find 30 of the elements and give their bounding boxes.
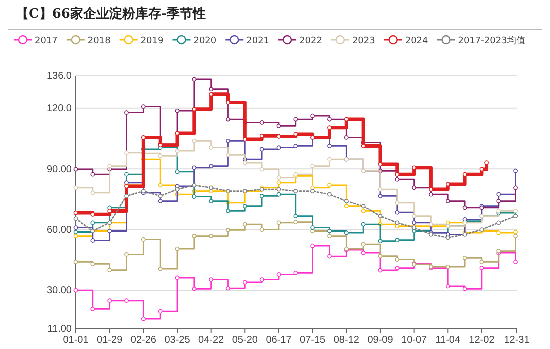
legend-label: 2024 — [405, 36, 429, 46]
x-tick-label: 09-09 — [368, 335, 394, 346]
x-tick-label: 06-17 — [266, 335, 292, 346]
y-tick-label: 30.00 — [46, 286, 72, 297]
y-tick-label: 90.00 — [46, 164, 72, 176]
chart-title: 【C】66家企业淀粉库存-季节性 — [16, 6, 206, 22]
y-tick-label: 60.00 — [46, 225, 72, 236]
x-tick-label: 02-26 — [130, 335, 157, 346]
x-tick-label: 01-29 — [97, 335, 124, 346]
legend-label: 2020 — [194, 36, 217, 46]
x-tick-label: 12-31 — [504, 335, 530, 346]
legend-label: 2023 — [352, 36, 376, 46]
legend-label: 2018 — [88, 36, 112, 46]
y-tick-label: 120.0 — [46, 104, 72, 115]
legend-label: 2019 — [140, 36, 164, 46]
x-tick-label: 07-15 — [300, 335, 326, 346]
x-tick-label: 01-01 — [63, 335, 90, 346]
x-tick-label: 10-07 — [402, 335, 428, 346]
legend-label: 2017 — [35, 36, 58, 46]
legend-label: 2021 — [246, 36, 270, 46]
x-tick-label: 12-02 — [469, 335, 496, 346]
y-tick-label: 11.00 — [48, 324, 72, 336]
y-tick-label: 136.0 — [46, 71, 72, 82]
x-tick-label: 11-04 — [436, 335, 461, 346]
x-tick-label: 04-22 — [198, 335, 225, 346]
x-tick-label: 08-12 — [334, 335, 360, 346]
legend-label: 2022 — [300, 36, 322, 46]
legend-label: 2017-2023均值 — [458, 36, 526, 46]
x-tick-label: 03-25 — [164, 335, 191, 346]
x-tick-label: 05-20 — [232, 335, 258, 346]
